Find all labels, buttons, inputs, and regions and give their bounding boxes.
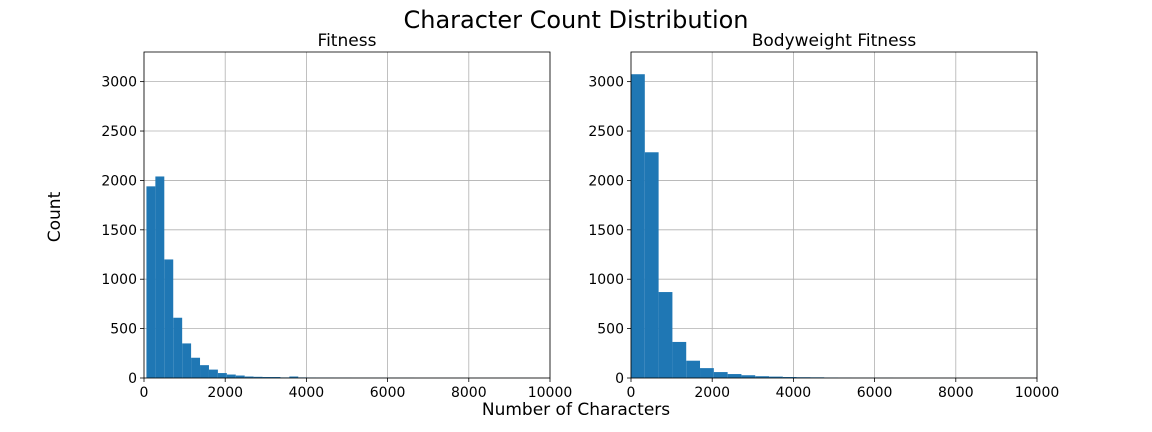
y-tick-label: 0 — [128, 371, 137, 387]
histogram-bar — [727, 374, 742, 378]
histogram-bar — [658, 292, 673, 378]
x-tick-label: 0 — [140, 385, 149, 401]
histogram-bar — [686, 360, 701, 378]
x-tick-label: 2000 — [694, 385, 730, 401]
y-tick-label: 3000 — [588, 75, 624, 91]
y-tick-label: 1500 — [101, 223, 137, 239]
y-tick-label: 2000 — [588, 173, 624, 189]
histogram-bar — [741, 375, 756, 378]
histogram-bar — [155, 176, 165, 378]
subplot-title: Bodyweight Fitness — [752, 31, 917, 51]
histogram-bar — [208, 369, 218, 378]
subplot-title: Fitness — [318, 31, 377, 51]
x-tick-label: 2000 — [207, 385, 243, 401]
histogram-bar — [755, 376, 770, 378]
histogram-bar — [226, 374, 236, 378]
y-tick-label: 500 — [597, 322, 624, 338]
x-tick-label: 8000 — [938, 385, 974, 401]
y-tick-label: 1000 — [101, 272, 137, 288]
histogram-bar — [244, 376, 254, 378]
x-tick-label: 6000 — [857, 385, 893, 401]
histogram-bar — [253, 376, 263, 378]
histogram-bar — [182, 343, 192, 378]
histogram-bar — [217, 373, 227, 378]
x-tick-label: 4000 — [776, 385, 812, 401]
subplot-fitness: 0 2000 4000 6000 8000 10000 0 500 1000 1500 2000 25… — [101, 31, 572, 401]
histogram-bar — [164, 259, 174, 378]
histogram-bar — [271, 377, 281, 378]
axes-frame — [630, 51, 1038, 379]
figure-xlabel: Number of Characters — [482, 400, 670, 420]
histogram-bar — [262, 377, 272, 378]
y-tick-label: 1000 — [588, 272, 624, 288]
y-tick-label: 2000 — [101, 173, 137, 189]
y-tick-label: 500 — [110, 322, 137, 338]
y-tick-label: 2500 — [101, 124, 137, 140]
axes-frame — [143, 51, 551, 379]
histogram-bar — [631, 74, 645, 379]
histogram-bar — [200, 365, 209, 378]
figure-title: Character Count Distribution — [403, 6, 748, 34]
histogram-bar — [235, 375, 245, 378]
histogram-bar — [769, 376, 783, 378]
x-tick-label: 10000 — [1015, 385, 1060, 401]
x-tick-label: 6000 — [370, 385, 406, 401]
histogram-bar — [191, 357, 201, 378]
histogram-bar — [700, 368, 714, 378]
y-tick-label: 2500 — [588, 124, 624, 140]
histogram-bar — [146, 186, 156, 378]
y-tick-label: 3000 — [101, 75, 137, 91]
subplot-bodyweight-fitness: 0 2000 4000 6000 8000 10000 0 500 1000 1500 2000 25… — [588, 31, 1059, 401]
figure-ylabel: Count — [45, 191, 65, 242]
histogram-bar — [644, 152, 659, 378]
histogram-bar — [173, 317, 183, 378]
x-tick-label: 8000 — [451, 385, 487, 401]
x-tick-label: 10000 — [528, 385, 573, 401]
histogram-bar — [672, 341, 687, 378]
histogram-bar — [713, 372, 728, 378]
histogram-bar — [289, 376, 299, 378]
histogram-bar — [782, 377, 797, 378]
x-tick-label: 4000 — [289, 385, 325, 401]
x-tick-label: 0 — [627, 385, 636, 401]
y-tick-label: 0 — [615, 371, 624, 387]
y-tick-label: 1500 — [588, 223, 624, 239]
